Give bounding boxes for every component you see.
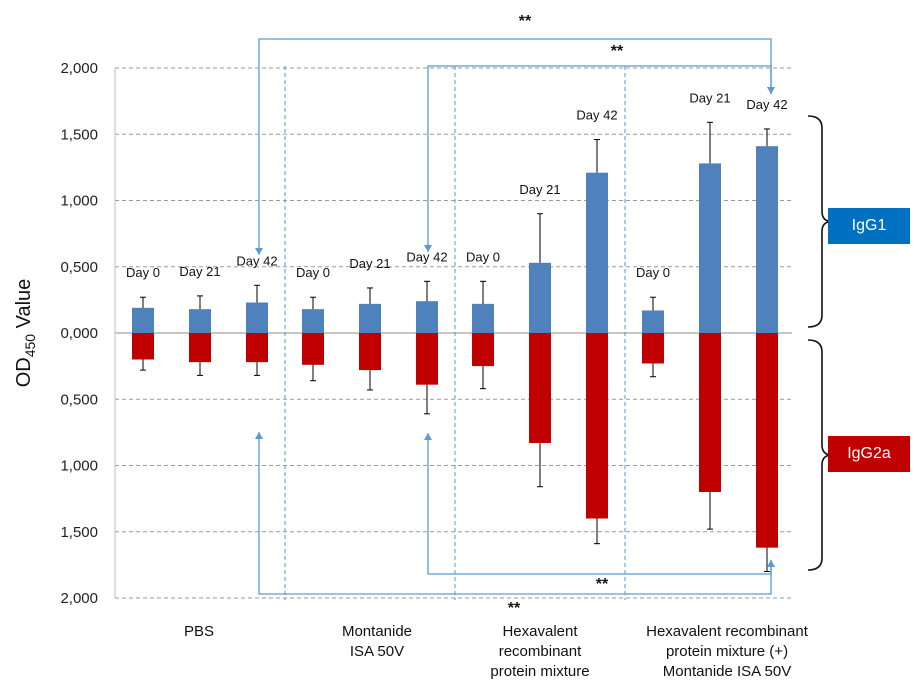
bar-igg1 [246,302,268,333]
y-axis-label-main: OD [13,357,35,387]
bar-igg2a [756,333,778,548]
legend-igg1: IgG1 [828,208,910,244]
group-label: Hexavalent recombinant protein mixture (+… [646,623,809,680]
y-tick-label: 2,000 [60,590,98,607]
bar-igg1 [699,163,721,333]
significance-marker: ** [611,43,624,60]
bar-igg2a [359,333,381,371]
labels-layer: Day 0 Day 21 Day 42 Day 0 Day 21 Day 42 Day 0 D… [126,90,833,680]
significance-marker: ** [519,13,532,30]
arrow-head [424,245,432,252]
significance-layer: ** ** ** ** [255,13,775,617]
bar-igg2a [189,333,211,363]
arrow-head [424,433,432,440]
bar-igg2a [642,333,664,364]
significance-bracket [258,38,772,255]
bar-igg1 [302,309,324,333]
bar-igg2a [699,333,721,492]
day-label: Day 42 [746,97,787,112]
day-label: Day 21 [689,90,730,105]
axis-layer: 2,000 1,500 1,000 0,500 0,000 0,500 1,000 1,500… [60,60,792,607]
y-tick-label: 0,500 [60,391,98,408]
group-label: Montanide ISA 50V [342,623,412,660]
bar-igg2a [472,333,494,367]
group-separators [284,66,626,600]
day-label: Day 0 [296,265,330,280]
day-label: Day 42 [236,253,277,268]
bar-igg2a [246,333,268,363]
y-tick-label: 0,500 [60,259,98,276]
y-axis-label-tail: Value [13,279,35,334]
bar-igg2a [416,333,438,385]
arrow-head [767,87,775,94]
bar-igg2a [586,333,608,519]
group-label: PBS [184,623,214,640]
significance-marker: ** [596,576,609,593]
arrow-head [767,560,775,567]
legend-igg2a: IgG2a [828,436,910,472]
arrow-head [255,432,263,439]
bar-igg1 [756,146,778,333]
error-bars-layer [140,121,770,572]
day-label: Day 21 [349,256,390,271]
bar-igg1 [132,307,154,333]
day-label: Day 42 [406,249,447,264]
y-tick-label: 2,000 [60,60,98,77]
day-label: Day 42 [576,108,617,123]
bar-igg1 [416,301,438,333]
y-tick-label: 1,500 [60,126,98,143]
bar-igg2a [132,333,154,360]
day-label: Day 0 [126,265,160,280]
bar-igg1 [529,262,551,333]
day-label: Day 0 [466,249,500,264]
y-tick-label: 1,000 [60,458,98,475]
y-axis-label-subscript: 450 [22,334,38,358]
y-tick-label: 1,500 [60,524,98,541]
arrow-head [255,248,263,255]
grid-layer [115,67,792,599]
group-label: Hexavalent recombinant protein mixture [490,623,589,680]
bar-igg2a [302,333,324,365]
significance-bracket [427,65,772,252]
bar-igg1 [586,172,608,333]
bar-igg1 [472,303,494,333]
y-tick-label: 1,000 [60,193,98,210]
significance-marker: ** [508,600,521,617]
bar-igg1 [189,309,211,333]
y-tick-label: 0,000 [60,325,98,342]
bar-igg1 [359,303,381,333]
bar-igg2a [529,333,551,443]
day-label: Day 0 [636,265,670,280]
significance-bracket [258,432,772,595]
y-axis-label: OD450 Value [13,279,38,388]
bar-igg1 [642,310,664,333]
day-label: Day 21 [519,182,560,197]
day-label: Day 21 [179,264,220,279]
bars-layer [132,146,778,548]
